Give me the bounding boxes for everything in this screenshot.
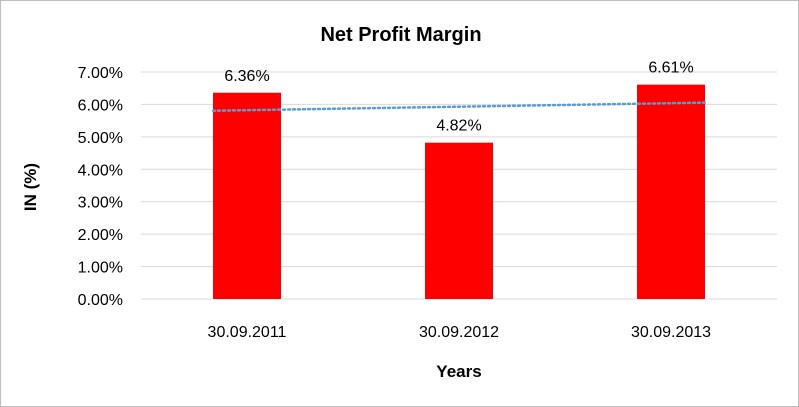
data-label: 6.36% [224,68,269,85]
bars [213,84,705,299]
bar [637,84,705,299]
data-label: 4.82% [436,118,481,135]
x-tick-label: 30.09.2011 [208,324,287,341]
y-axis-title: IN (%) [21,163,40,211]
y-axis-ticks: 0.00% 1.00% 2.00% 3.00% 4.00% 5.00% 6.00% 7.00% [78,65,123,309]
trendline [211,101,707,113]
x-axis-ticks: 30.09.2011 30.09.2012 30.09.2013 [208,324,712,341]
y-tick-label: 6.00% [78,97,123,114]
chart-title: Net Profit Margin [320,24,481,46]
data-label: 6.61% [648,60,693,77]
y-tick-label: 5.00% [78,130,123,147]
y-tick-label: 2.00% [78,227,123,244]
x-axis-title: Years [436,362,481,381]
data-labels: 6.36% 4.82% 6.61% [224,60,693,135]
y-tick-label: 0.00% [78,292,123,309]
x-tick-label: 30.09.2012 [419,324,499,341]
trendline-group [211,101,707,113]
y-tick-label: 4.00% [78,162,123,179]
y-tick-label: 3.00% [78,195,123,212]
bar [213,92,281,299]
x-tick-label: 30.09.2013 [631,324,711,341]
y-tick-label: 1.00% [78,260,123,277]
bar [425,142,493,299]
y-tick-label: 7.00% [78,65,123,82]
